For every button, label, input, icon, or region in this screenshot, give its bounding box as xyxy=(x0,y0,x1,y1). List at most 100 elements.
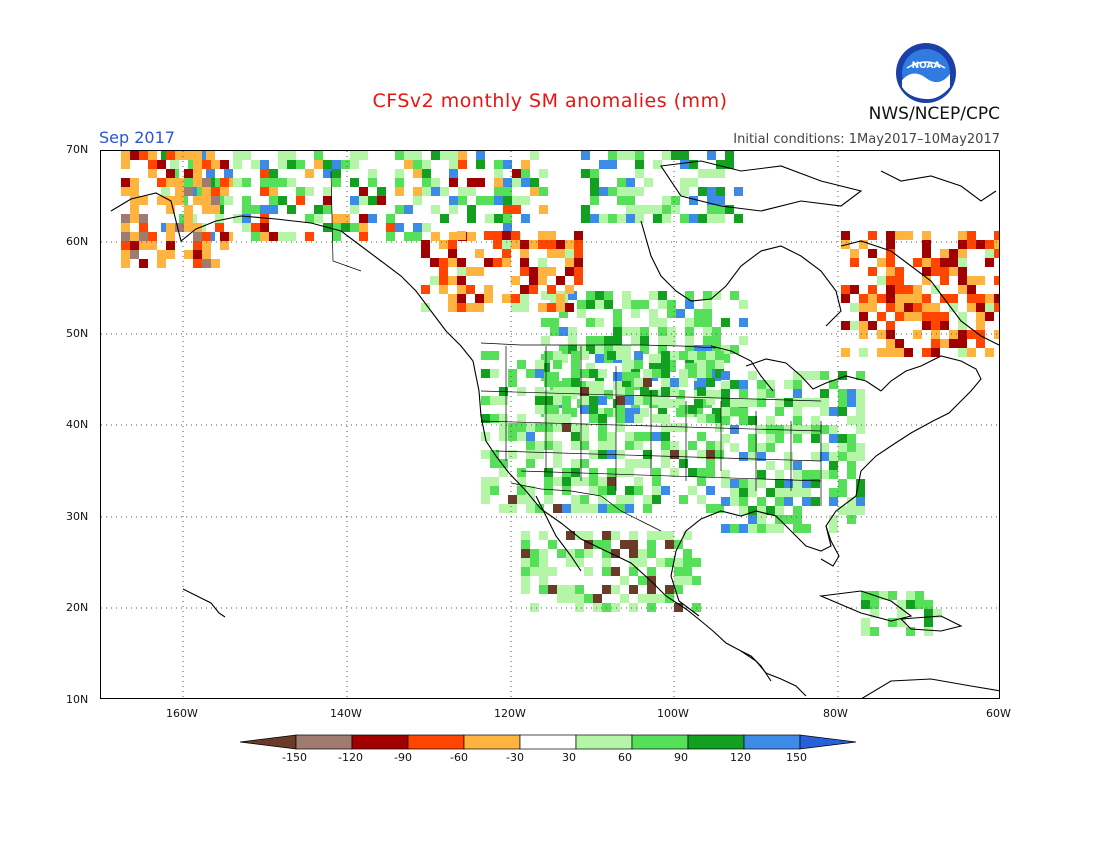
anomaly-cell xyxy=(422,160,431,169)
anomaly-cell xyxy=(202,232,211,241)
anomaly-cell xyxy=(829,461,838,470)
anomaly-cell xyxy=(530,603,539,612)
anomaly-cell xyxy=(481,495,490,504)
anomaly-cell xyxy=(757,479,766,488)
anomaly-cell xyxy=(922,231,931,240)
anomaly-cell xyxy=(665,540,674,549)
anomaly-cell xyxy=(692,576,701,585)
anomaly-cell xyxy=(494,187,503,196)
anomaly-cell xyxy=(458,196,467,205)
anomaly-cell xyxy=(589,504,598,513)
anomaly-cell xyxy=(703,336,712,345)
anomaly-cell xyxy=(521,558,530,567)
anomaly-cell xyxy=(793,389,802,398)
anomaly-cell xyxy=(640,327,649,336)
coastlines xyxy=(110,160,999,698)
anomaly-cell xyxy=(674,567,683,576)
anomaly-cell xyxy=(604,300,613,309)
anomaly-cell xyxy=(607,468,616,477)
anomaly-cell xyxy=(906,591,915,600)
anomaly-cell xyxy=(559,309,568,318)
anomaly-cell xyxy=(512,178,521,187)
anomaly-cell xyxy=(859,303,868,312)
anomaly-cell xyxy=(175,196,184,205)
anomaly-cell xyxy=(580,369,589,378)
anomaly-cell xyxy=(730,425,739,434)
anomaly-cell xyxy=(661,378,670,387)
anomaly-cell xyxy=(211,160,220,169)
anomaly-cell xyxy=(793,434,802,443)
anomaly-cell xyxy=(193,259,202,268)
anomaly-cell xyxy=(716,160,725,169)
anomaly-cell xyxy=(202,187,211,196)
anomaly-cell xyxy=(458,187,467,196)
anomaly-cell xyxy=(332,214,341,223)
anomaly-cell xyxy=(413,223,422,232)
anomaly-cell xyxy=(841,321,850,330)
anomaly-cell xyxy=(485,196,494,205)
anomaly-cell xyxy=(608,187,617,196)
anomaly-cell xyxy=(739,497,748,506)
anomaly-cell xyxy=(193,250,202,259)
anomaly-cell xyxy=(793,407,802,416)
anomaly-cell xyxy=(913,330,922,339)
anomaly-cell xyxy=(721,318,730,327)
anomaly-cell xyxy=(856,506,865,515)
anomaly-cell xyxy=(661,369,670,378)
anomaly-cell xyxy=(674,558,683,567)
anomaly-cell xyxy=(958,312,967,321)
anomaly-cell xyxy=(931,258,940,267)
anomaly-cell xyxy=(511,303,520,312)
anomaly-cell xyxy=(544,396,553,405)
anomaly-cell xyxy=(644,205,653,214)
anomaly-cell xyxy=(707,205,716,214)
anomaly-cell xyxy=(949,249,958,258)
anomaly-cell xyxy=(868,231,877,240)
anomaly-cell xyxy=(640,300,649,309)
anomaly-cell xyxy=(521,567,530,576)
anomaly-cell xyxy=(499,432,508,441)
anomaly-cell xyxy=(251,205,260,214)
anomaly-cell xyxy=(484,258,493,267)
anomaly-cell xyxy=(697,360,706,369)
anomaly-cell xyxy=(395,169,404,178)
anomaly-cell xyxy=(931,267,940,276)
anomaly-cell xyxy=(193,223,202,232)
anomaly-cell xyxy=(550,318,559,327)
anomaly-cell xyxy=(503,178,512,187)
anomaly-cell xyxy=(457,303,466,312)
anomaly-cell xyxy=(730,291,739,300)
lat-label-30n: 30N xyxy=(66,510,89,523)
anomaly-cell xyxy=(287,160,296,169)
anomaly-cell xyxy=(667,300,676,309)
anomaly-cell xyxy=(541,336,550,345)
anomaly-cell xyxy=(721,470,730,479)
anomaly-cell xyxy=(581,205,590,214)
anomaly-cell xyxy=(616,423,625,432)
anomaly-cell xyxy=(662,205,671,214)
anomaly-cell xyxy=(188,160,197,169)
anomaly-cell xyxy=(940,267,949,276)
anomaly-cell xyxy=(148,160,157,169)
anomaly-cell xyxy=(121,223,130,232)
anomaly-cell xyxy=(121,187,130,196)
anomaly-cell xyxy=(535,450,544,459)
anomaly-cell xyxy=(625,504,634,513)
anomaly-cell xyxy=(508,369,517,378)
anomaly-cell xyxy=(439,240,448,249)
anomaly-cell xyxy=(715,441,724,450)
anomaly-cell xyxy=(130,178,139,187)
anomaly-cell xyxy=(793,524,802,533)
anomaly-cell xyxy=(296,160,305,169)
anomaly-cell xyxy=(706,351,715,360)
lat-label-70n: 70N xyxy=(66,143,89,156)
anomaly-cell xyxy=(260,232,269,241)
anomaly-cell xyxy=(658,345,667,354)
anomaly-cell xyxy=(680,187,689,196)
anomaly-cell xyxy=(148,241,157,250)
anomaly-cell xyxy=(635,151,644,160)
anomaly-cell xyxy=(341,214,350,223)
anomaly-cell xyxy=(856,407,865,416)
anomaly-cell xyxy=(598,414,607,423)
anomaly-cell xyxy=(757,506,766,515)
